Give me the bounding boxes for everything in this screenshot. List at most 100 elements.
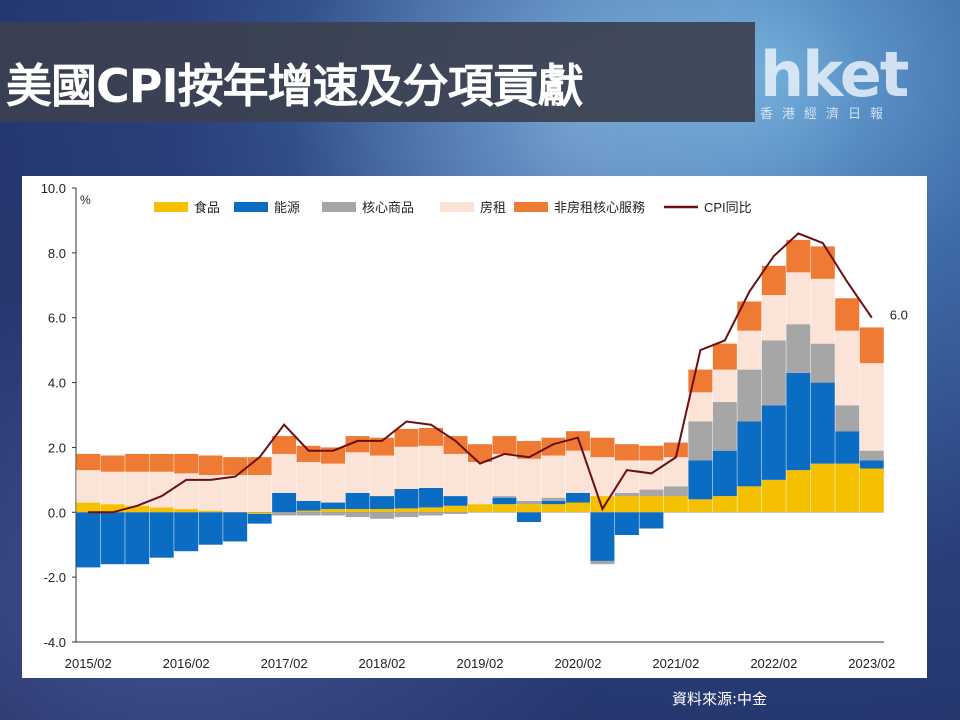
bar-3-15 (443, 453, 468, 497)
bar-3-9 (296, 462, 321, 501)
y-tick-label: 2.0 (48, 440, 66, 455)
x-tick-label: 2016/02 (163, 656, 210, 671)
bar-0-16 (468, 504, 492, 513)
bar-4-8 (272, 436, 297, 454)
bar-3-4 (174, 473, 199, 510)
bar-1-6 (223, 512, 248, 542)
legend-swatch-2 (322, 202, 356, 212)
bar-3-11 (345, 452, 370, 493)
bar-1-12 (370, 496, 395, 510)
bar-4-9 (296, 445, 321, 463)
y-tick-label: 6.0 (48, 311, 66, 326)
bar-3-25 (688, 392, 713, 422)
bar-4-13 (394, 428, 419, 447)
bar-4-6 (223, 457, 248, 475)
bar-1-3 (149, 512, 174, 558)
bar-3-19 (541, 455, 566, 498)
bar-4-22 (614, 444, 639, 461)
bar-2-27 (737, 369, 762, 422)
bar-3-10 (321, 463, 346, 503)
bar-0-13 (394, 508, 419, 513)
bar-1-8 (272, 492, 297, 513)
bar-0-25 (688, 499, 713, 513)
bar-0-22 (614, 496, 639, 513)
x-tick-label: 2017/02 (261, 656, 308, 671)
bar-2-15 (443, 512, 468, 514)
bar-0-18 (516, 504, 541, 513)
bar-0-1 (100, 504, 125, 513)
bar-2-22 (614, 492, 639, 497)
bar-3-13 (394, 446, 419, 489)
bar-2-31 (835, 405, 860, 432)
bar-3-16 (468, 462, 492, 505)
x-tick-label: 2023/02 (848, 656, 895, 671)
bar-1-29 (786, 372, 811, 471)
bar-2-11 (345, 512, 370, 518)
bar-1-32 (859, 460, 884, 469)
bar-0-28 (761, 479, 786, 513)
bar-1-14 (419, 487, 444, 508)
bar-3-24 (663, 457, 688, 487)
bar-1-9 (296, 500, 321, 511)
bar-1-18 (516, 512, 541, 523)
bar-1-27 (737, 421, 762, 487)
bar-2-13 (394, 512, 419, 518)
legend-swatch-0 (154, 202, 188, 212)
bar-1-11 (345, 492, 370, 510)
y-tick-label: 0.0 (48, 505, 66, 520)
bar-2-9 (296, 512, 321, 516)
bar-0-19 (541, 504, 566, 513)
bar-2-30 (810, 343, 835, 383)
bar-3-0 (76, 470, 101, 503)
bar-2-14 (419, 512, 444, 516)
bar-4-5 (198, 455, 223, 475)
x-tick-label: 2021/02 (652, 656, 699, 671)
x-tick-label: 2015/02 (65, 656, 112, 671)
bar-4-15 (443, 436, 468, 454)
bar-1-10 (321, 502, 346, 510)
bar-1-2 (125, 512, 150, 565)
bar-0-17 (492, 504, 517, 513)
bar-1-1 (100, 512, 125, 565)
x-tick-label: 2022/02 (750, 656, 797, 671)
bar-0-2 (125, 505, 150, 513)
bar-0-0 (76, 502, 101, 513)
legend-swatch-3 (440, 202, 474, 212)
bar-4-19 (541, 437, 566, 456)
bar-0-31 (835, 463, 860, 513)
bar-1-19 (541, 500, 566, 505)
bar-3-29 (786, 272, 811, 325)
bar-3-1 (100, 471, 125, 505)
bar-4-4 (174, 453, 199, 474)
bar-3-27 (737, 330, 762, 370)
bar-4-20 (565, 431, 590, 451)
legend-label-1: 能源 (274, 200, 300, 215)
chart-panel: -4.0 -2.0 0.0 2.0 4.0 6.0 8.0 10.0% 6.0 2015/02 20… (22, 176, 927, 678)
bar-3-21 (590, 457, 615, 497)
bar-2-12 (370, 512, 395, 519)
legend-label-5: CPI同比 (704, 200, 752, 215)
y-tick-label: -4.0 (44, 635, 66, 650)
bar-3-31 (835, 330, 860, 406)
x-tick-label: 2019/02 (457, 656, 504, 671)
source-note: 資料來源:中金 (672, 690, 768, 708)
bar-0-12 (370, 509, 395, 513)
y-tick-label: 10.0 (41, 181, 66, 196)
y-axis-unit: % (80, 193, 91, 207)
bar-4-24 (663, 442, 688, 458)
bar-3-20 (565, 450, 590, 493)
legend-label-0: 食品 (194, 200, 220, 215)
bar-2-29 (786, 324, 811, 373)
bar-1-0 (76, 512, 101, 568)
bar-1-25 (688, 460, 713, 500)
bar-4-31 (835, 298, 860, 331)
bar-1-13 (394, 488, 419, 509)
bar-0-10 (321, 509, 346, 513)
y-tick-label: 8.0 (48, 246, 66, 261)
bar-2-26 (712, 402, 737, 451)
bar-0-23 (639, 496, 664, 513)
bar-0-7 (247, 512, 272, 514)
bar-4-7 (247, 457, 272, 475)
bar-3-5 (198, 474, 223, 511)
bar-3-6 (223, 474, 248, 513)
